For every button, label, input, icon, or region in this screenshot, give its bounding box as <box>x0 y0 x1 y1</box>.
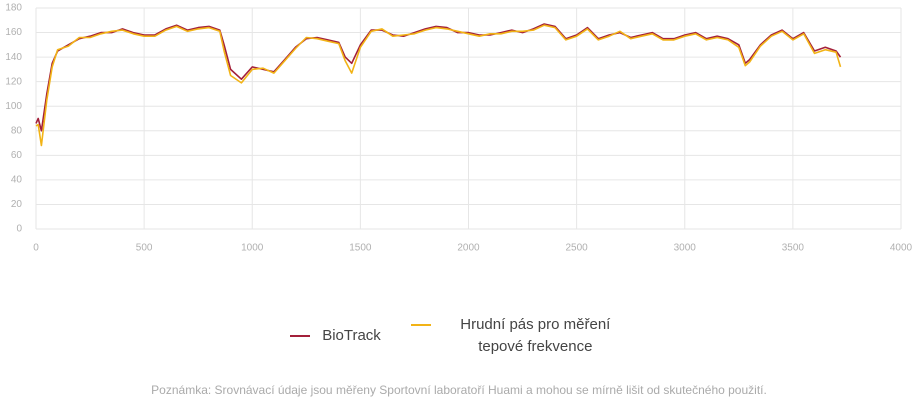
y-tick-label: 40 <box>11 175 23 186</box>
legend-swatch <box>410 324 431 326</box>
series-line <box>35 23 842 132</box>
note: Poznámka: Srovnávací údaje jsou měřeny S… <box>151 383 767 397</box>
x-tick-label: 2500 <box>566 243 589 254</box>
y-tick-label: 120 <box>5 76 22 87</box>
legend-label: BioTrack <box>322 327 381 344</box>
y-tick-label: 180 <box>5 3 22 14</box>
y-tick-label: 20 <box>11 199 23 210</box>
y-tick-label: 0 <box>16 224 22 235</box>
x-tick-label: 1000 <box>241 243 264 254</box>
legend-item: Hrudní pás pro měření tepové frekvence <box>410 314 628 358</box>
series-line <box>35 24 842 147</box>
y-tick-label: 140 <box>5 52 22 63</box>
x-tick-label: 0 <box>33 243 39 254</box>
x-tick-label: 4000 <box>890 243 913 254</box>
x-tick-label: 1500 <box>349 243 372 254</box>
x-tick-label: 500 <box>136 243 153 254</box>
legend-swatch <box>290 335 311 337</box>
chart: 0 20 40 60 80 100 120 140 160 180 0 500 1000 1500 2000… <box>5 3 913 254</box>
y-tick-label: 60 <box>11 150 23 161</box>
legend-item: BioTrack <box>290 325 381 347</box>
y-tick-label: 80 <box>11 125 23 136</box>
y-tick-label: 160 <box>5 27 22 38</box>
x-tick-label: 3000 <box>674 243 697 254</box>
y-tick-label: 100 <box>5 101 22 112</box>
legend-label: Hrudní pás pro měření tepové frekvence <box>460 316 611 355</box>
legend: BioTrack Hrudní pás pro měření tepové fre… <box>0 314 918 358</box>
x-tick-label: 2000 <box>457 243 480 254</box>
x-tick-label: 3500 <box>782 243 805 254</box>
